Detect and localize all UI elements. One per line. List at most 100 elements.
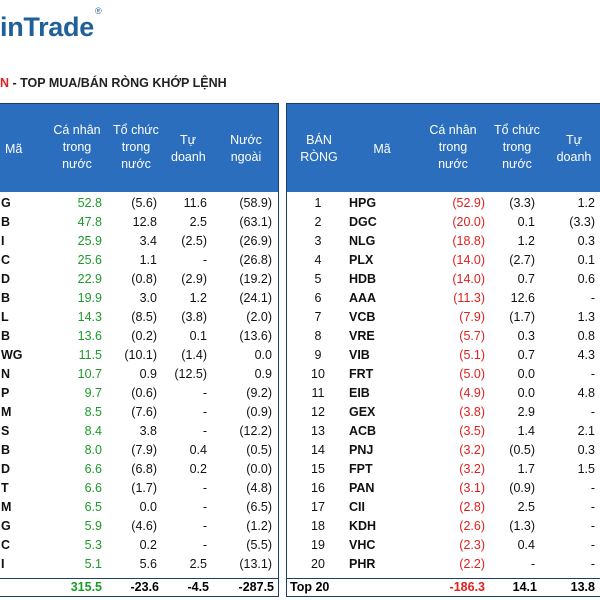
table-row: 10 FRT (5.0) 0.0 -: [287, 365, 600, 384]
stock-code: G: [1, 196, 11, 210]
proprietary-value: -: [202, 405, 207, 419]
proprietary-value: 11.6: [183, 196, 207, 210]
institution-value: (0.8): [131, 272, 157, 286]
table-row: I 25.9 3.4 (2.5) (26.9): [0, 232, 278, 251]
proprietary-value: 2.5: [189, 215, 207, 229]
stock-code: T: [1, 481, 9, 495]
total-label: Top 20: [290, 580, 330, 594]
proprietary-value: -: [202, 481, 207, 495]
institution-value: 1.7: [517, 462, 535, 476]
table-row: 8 VRE (5.7) 0.3 0.8: [287, 327, 600, 346]
institution-value: (0.2): [131, 329, 157, 343]
net-sell-rows: 1 HPG (52.9) (3.3) 1.2 2 DGC (20.0) 0.1 (3.3) 3 NLG…: [287, 194, 600, 574]
table-row: M 8.5 (7.6) - (0.9): [0, 403, 278, 422]
individual-value: 6.5: [84, 500, 102, 514]
rank-number: 10: [311, 367, 325, 381]
individual-value: (3.2): [459, 443, 485, 457]
proprietary-value: -: [590, 367, 595, 381]
table-row: 4 PLX (14.0) (2.7) 0.1: [287, 251, 600, 270]
proprietary-value: 1.2: [577, 196, 595, 210]
stock-code: HPG: [349, 196, 377, 210]
institution-value: 1.4: [517, 424, 535, 438]
rank-number: 2: [314, 215, 322, 229]
table-row: 17 CII (2.8) 2.5 -: [287, 498, 600, 517]
total-institution: -23.6: [130, 580, 160, 594]
table-row: C 5.3 0.2 - (5.5): [0, 536, 278, 555]
institution-value: 5.6: [139, 557, 157, 571]
institution-value: (1.3): [509, 519, 535, 533]
institution-value: (1.7): [509, 310, 535, 324]
page-title-main: - TOP MUA/BÁN RÒNG KHỚP LỆNH: [9, 76, 227, 90]
stock-code: I: [1, 557, 5, 571]
table-row: 20 PHR (2.2) - -: [287, 555, 600, 574]
header-rank: BÁN RÒNG: [300, 133, 338, 164]
institution-value: (0.9): [509, 481, 535, 495]
table-row: B 13.6 (0.2) 0.1 (13.6): [0, 327, 278, 346]
institution-value: 0.7: [517, 272, 535, 286]
individual-value: 8.5: [84, 405, 102, 419]
logo-text: inTrade: [0, 12, 94, 42]
institution-value: (0.5): [509, 443, 535, 457]
proprietary-value: (1.4): [181, 348, 207, 362]
institution-value: 2.9: [517, 405, 535, 419]
table-row: S 8.4 3.8 - (12.2): [0, 422, 278, 441]
table-row: 5 HDB (14.0) 0.7 0.6: [287, 270, 600, 289]
stock-code: N: [1, 367, 11, 381]
table-row: 11 EIB (4.9) 0.0 4.8: [287, 384, 600, 403]
total-institution: 14.1: [512, 580, 537, 594]
foreign-value: (58.9): [239, 196, 272, 210]
foreign-value: (9.2): [246, 386, 272, 400]
foreign-value: (13.6): [239, 329, 272, 343]
individual-value: 11.5: [78, 348, 102, 362]
table-row: M 6.5 0.0 - (6.5): [0, 498, 278, 517]
stock-code: KDH: [349, 519, 377, 533]
individual-value: (11.3): [453, 291, 485, 305]
stock-code: VCB: [349, 310, 376, 324]
proprietary-value: -: [590, 538, 595, 552]
institution-value: (10.1): [124, 348, 157, 362]
institution-value: 2.5: [517, 500, 535, 514]
individual-value: (5.1): [459, 348, 485, 362]
foreign-value: (1.2): [246, 519, 272, 533]
table-row: 16 PAN (3.1) (0.9) -: [287, 479, 600, 498]
institution-value: (8.5): [131, 310, 157, 324]
proprietary-value: 0.3: [577, 234, 595, 248]
proprietary-value: -: [202, 253, 207, 267]
net-buy-table: Mã Cá nhân trong nước Tổ chức trong nước…: [0, 103, 279, 597]
institution-value: 1.1: [139, 253, 157, 267]
proprietary-value: 4.8: [577, 386, 595, 400]
stock-code: B: [1, 443, 11, 457]
foreign-value: (0.0): [246, 462, 272, 476]
institution-value: 0.2: [139, 538, 157, 552]
foreign-value: (6.5): [246, 500, 272, 514]
institution-value: 3.4: [139, 234, 157, 248]
institution-value: (2.7): [509, 253, 535, 267]
stock-code: PLX: [349, 253, 374, 267]
proprietary-value: (3.8): [181, 310, 207, 324]
total-foreign: -287.5: [238, 580, 274, 594]
proprietary-value: -: [590, 500, 595, 514]
table-row: B 47.8 12.8 2.5 (63.1): [0, 213, 278, 232]
institution-value: 1.2: [517, 234, 535, 248]
rank-number: 12: [311, 405, 325, 419]
proprietary-value: (2.5): [181, 234, 207, 248]
proprietary-value: 4.3: [577, 348, 595, 362]
table-row: T 6.6 (1.7) - (4.8): [0, 479, 278, 498]
individual-value: 6.6: [84, 481, 102, 495]
table-row: 2 DGC (20.0) 0.1 (3.3): [287, 213, 600, 232]
individual-value: (2.8): [459, 500, 485, 514]
proprietary-value: 2.5: [189, 557, 207, 571]
institution-value: (1.7): [131, 481, 157, 495]
table-row: D 6.6 (6.8) 0.2 (0.0): [0, 460, 278, 479]
stock-code: HDB: [349, 272, 377, 286]
total-individual: 315.5: [70, 580, 102, 594]
individual-value: (20.0): [452, 215, 485, 229]
institution-value: 0.0: [517, 386, 535, 400]
individual-value: 5.9: [84, 519, 102, 533]
logo: inTrade®: [0, 6, 102, 48]
foreign-value: (5.5): [246, 538, 272, 552]
individual-value: 25.9: [77, 234, 102, 248]
foreign-value: (13.1): [239, 557, 272, 571]
individual-value: (2.3): [459, 538, 485, 552]
stock-code: B: [1, 329, 11, 343]
